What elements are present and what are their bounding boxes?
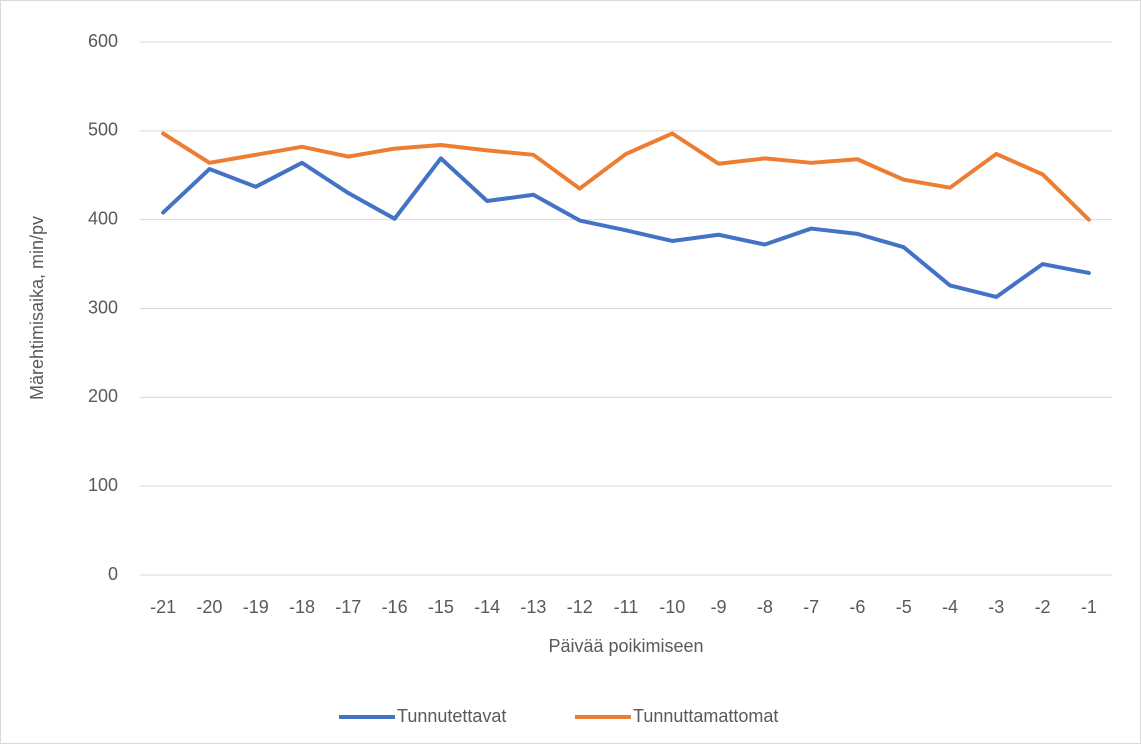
y-tick-label: 500 <box>88 120 118 140</box>
x-axis-title: Päivää poikimiseen <box>548 636 703 656</box>
x-tick-label: -9 <box>711 597 727 617</box>
x-tick-label: -2 <box>1035 597 1051 617</box>
y-axis-title: Märehtimisaika, min/pv <box>27 216 47 400</box>
x-tick-label: -5 <box>896 597 912 617</box>
x-tick-label: -6 <box>849 597 865 617</box>
x-tick-label: -3 <box>988 597 1004 617</box>
legend-label: Tunnutettavat <box>397 706 506 726</box>
x-tick-label: -10 <box>659 597 685 617</box>
y-tick-label: 100 <box>88 475 118 495</box>
x-tick-label: -21 <box>150 597 176 617</box>
x-tick-label: -12 <box>567 597 593 617</box>
y-tick-label: 200 <box>88 386 118 406</box>
series-line <box>161 156 1091 299</box>
y-tick-label: 0 <box>108 564 118 584</box>
x-tick-label: -11 <box>614 597 639 617</box>
y-tick-label: 400 <box>88 208 118 228</box>
x-tick-label: -4 <box>942 597 958 617</box>
x-tick-label: -14 <box>474 597 500 617</box>
x-tick-label: -17 <box>335 597 361 617</box>
x-tick-label: -18 <box>289 597 315 617</box>
x-tick-label: -7 <box>803 597 819 617</box>
x-tick-label: -8 <box>757 597 773 617</box>
x-tick-label: -15 <box>428 597 454 617</box>
x-tick-label: -16 <box>382 597 408 617</box>
y-tick-label: 600 <box>88 31 118 51</box>
x-tick-label: -19 <box>243 597 269 617</box>
series-line <box>161 131 1091 222</box>
x-tick-label: -1 <box>1081 597 1097 617</box>
x-tick-label: -13 <box>520 597 546 617</box>
legend-label: Tunnuttamattomat <box>633 706 778 726</box>
x-tick-label: -20 <box>196 597 222 617</box>
y-tick-label: 300 <box>88 297 118 317</box>
